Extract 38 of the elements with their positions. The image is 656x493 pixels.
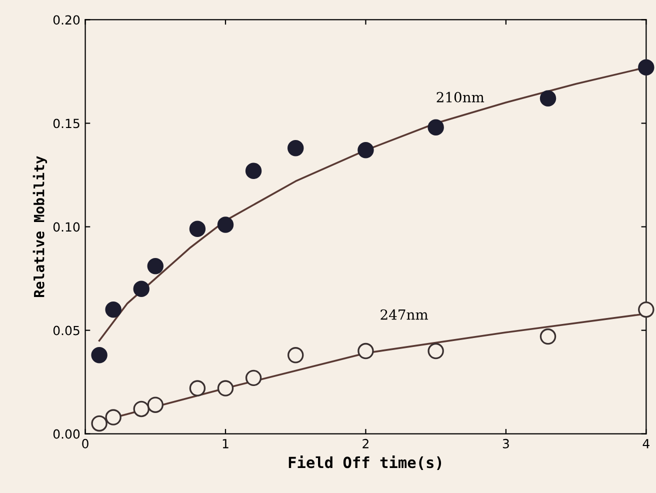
point [358, 142, 374, 158]
x-tick-label: 1 [222, 439, 228, 448]
x-tick-label: 4 [642, 439, 650, 448]
y-tick-label: 0.05 [53, 326, 80, 336]
annotation: 247nm [380, 309, 428, 320]
point [147, 258, 164, 274]
point [91, 347, 108, 364]
point [638, 301, 654, 318]
x-tick-label: 3 [502, 438, 509, 448]
point [428, 119, 444, 136]
point [189, 380, 206, 396]
y-tick-label: 0.15 [53, 118, 80, 128]
point [189, 220, 206, 237]
point [105, 409, 122, 426]
x-tick-label: 0 [82, 438, 88, 448]
point [245, 162, 262, 179]
y-axis-title: Relative Mobility [32, 156, 48, 297]
point [133, 280, 150, 298]
x-tick-label: 2 [362, 438, 368, 448]
point [287, 347, 304, 364]
point [217, 216, 234, 233]
y-tick-label: 0.10 [53, 222, 80, 232]
point [638, 59, 654, 76]
point [245, 370, 262, 386]
point [133, 400, 150, 418]
point [91, 415, 108, 432]
point [147, 396, 164, 413]
point [540, 328, 556, 345]
y-tick-label: 0.00 [53, 429, 80, 439]
point [358, 342, 374, 360]
x-axis-title: Field Off time(s) [288, 456, 442, 470]
y-tick-label: 0.20 [53, 15, 80, 25]
point [105, 301, 122, 318]
point [287, 140, 304, 156]
point [540, 90, 556, 107]
annotation: 210nm [436, 92, 484, 102]
point [428, 342, 444, 360]
point [217, 380, 234, 396]
